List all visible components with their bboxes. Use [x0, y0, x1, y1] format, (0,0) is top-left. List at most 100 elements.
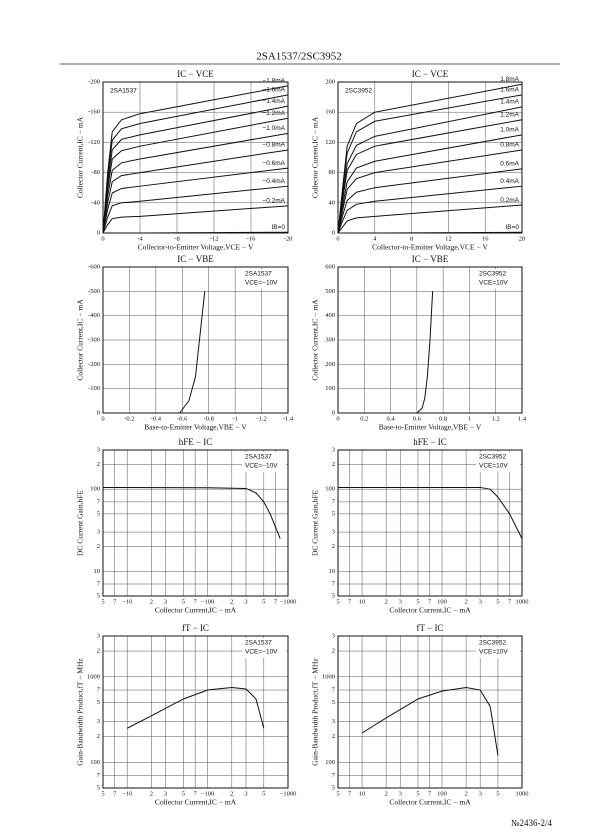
- y-tick-label: 2: [332, 461, 335, 468]
- x-tick-label: 100: [437, 790, 447, 797]
- chart-title: IC − VBE: [412, 254, 449, 264]
- y-tick-label: 600: [325, 263, 335, 270]
- chart-title: hFE − IC: [179, 437, 213, 447]
- curve-label: IB=0: [505, 224, 519, 231]
- x-tick-label: 0.4: [387, 415, 396, 422]
- curve: [337, 149, 523, 234]
- x-tick-label: -0.8: [204, 415, 214, 422]
- x-tick-label: -1.4: [283, 415, 294, 422]
- x-tick-label: -1: [232, 415, 237, 422]
- y-tick-label: 400: [325, 312, 335, 319]
- curve: [179, 291, 206, 414]
- y-tick-label: 5: [332, 592, 335, 599]
- y-tick-label: 5: [97, 510, 100, 517]
- x-tick-label: 20: [519, 235, 526, 242]
- x-tick-label: 2: [230, 790, 233, 797]
- x-tick-label: 1000: [516, 598, 529, 605]
- y-tick-label: 3: [97, 718, 100, 725]
- y-tick-label: 5: [97, 592, 100, 599]
- x-tick-label: 7: [428, 790, 432, 797]
- curve: [102, 117, 289, 234]
- condition-box: [476, 269, 520, 289]
- x-tick-label: 3: [244, 598, 247, 605]
- y-axis-title: Collector Current,IC − mA: [311, 299, 320, 381]
- curve: [338, 231, 523, 234]
- curve-label: 0.4mA: [500, 178, 519, 185]
- device-label: 2SA1537: [245, 454, 272, 461]
- y-tick-label: 100: [90, 759, 100, 766]
- y-tick-label: 5: [97, 784, 100, 791]
- x-axis-title: Collector-to-Emitter Voltage,VCE − V: [138, 243, 254, 252]
- x-tick-label: 5: [416, 598, 419, 605]
- y-tick-label: 2: [332, 648, 335, 655]
- y-tick-label: 2: [332, 733, 335, 740]
- curve: [102, 486, 281, 539]
- x-tick-label: 7: [508, 598, 512, 605]
- y-tick-label: 5: [97, 699, 100, 706]
- x-tick-label: 2: [385, 790, 388, 797]
- x-tick-label: 7: [348, 598, 352, 605]
- condition-box: [476, 452, 520, 472]
- y-tick-label: 2: [97, 648, 100, 655]
- x-tick-label: -0.4: [151, 415, 162, 422]
- y-axis-title: Collector Current,IC − mA: [311, 116, 320, 198]
- x-axis-title: Base-to-Emitter Voltage,VBE − V: [144, 423, 247, 432]
- curve: [337, 185, 523, 234]
- x-tick-label: -4: [137, 235, 143, 242]
- y-tick-label: 300: [325, 336, 335, 343]
- chart-title: hFE − IC: [413, 437, 447, 447]
- y-tick-label: 7: [332, 580, 336, 587]
- plot-frame: [102, 635, 289, 789]
- y-tick-label: 0: [97, 229, 100, 236]
- y-tick-label: 2: [97, 543, 100, 550]
- curve-label: 1.2mA: [500, 111, 519, 118]
- page-title: 2SA1537/2SC3952: [256, 51, 342, 63]
- curve: [337, 134, 523, 234]
- x-tick-label: 3: [164, 790, 167, 797]
- x-tick-label: −100: [201, 598, 214, 605]
- x-tick-label: 5: [336, 598, 339, 605]
- x-tick-label: 10: [359, 598, 366, 605]
- y-tick-label: 2: [97, 733, 100, 740]
- y-tick-label: -80: [91, 169, 100, 176]
- condition-label: VCE=10V: [479, 280, 508, 287]
- x-tick-label: 1000: [516, 790, 529, 797]
- x-tick-label: 0: [101, 235, 104, 242]
- y-tick-label: 7: [332, 772, 336, 779]
- x-tick-label: 1.2: [492, 415, 500, 422]
- plot-frame: [337, 449, 523, 597]
- y-tick-label: -400: [88, 312, 100, 319]
- x-tick-label: 5: [496, 598, 499, 605]
- x-axis-title: Base-to-Emitter Voltage,VBE − V: [379, 423, 482, 432]
- y-tick-label: 100: [325, 385, 335, 392]
- y-tick-label: 160: [325, 109, 335, 116]
- y-tick-label: 3: [332, 529, 335, 536]
- y-axis-title: Gain-Bandwidth Product,fT − MHz: [311, 658, 320, 766]
- x-tick-label: −100: [201, 790, 214, 797]
- y-tick-label: 3: [97, 529, 100, 536]
- y-tick-label: 3: [97, 446, 100, 453]
- curve: [337, 204, 523, 234]
- device-label: 2SA1537: [245, 271, 272, 278]
- curve-label: −0.8mA: [262, 142, 285, 149]
- y-tick-label: 3: [332, 718, 335, 725]
- y-tick-label: 3: [332, 446, 335, 453]
- x-tick-label: -0.6: [177, 415, 188, 422]
- x-tick-label: 5: [496, 790, 499, 797]
- curve: [338, 486, 523, 539]
- curve: [126, 686, 265, 729]
- condition-box: [242, 638, 286, 658]
- chart-title: IC − VCE: [412, 69, 449, 79]
- curve: [102, 185, 289, 234]
- x-tick-label: 3: [479, 790, 482, 797]
- curve-label: −0.4mA: [262, 178, 285, 185]
- y-tick-label: -600: [88, 263, 100, 270]
- y-tick-label: 7: [97, 687, 101, 694]
- curve: [102, 167, 289, 234]
- x-axis-title: Collector Current,IC − mA: [155, 606, 237, 615]
- y-tick-label: -120: [88, 139, 100, 146]
- y-tick-label: 1000: [87, 673, 100, 680]
- x-tick-label: 7: [113, 598, 117, 605]
- x-tick-label: -16: [247, 235, 256, 242]
- x-tick-label: 5: [262, 598, 265, 605]
